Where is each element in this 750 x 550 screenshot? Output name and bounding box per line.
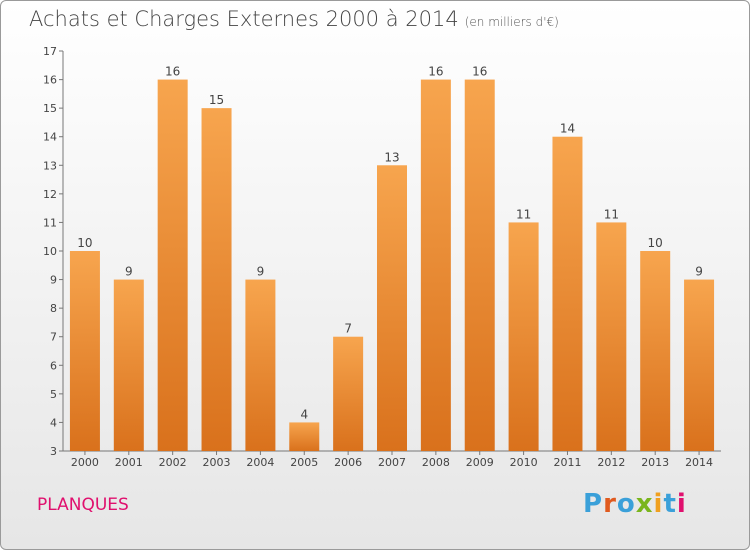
data-labels: 10 9 16 15 9 4 7 13 16 16 11 14 11 10 9 xyxy=(77,65,703,422)
data-label-2014: 9 xyxy=(695,265,703,279)
logo-letter: P xyxy=(583,489,604,519)
chart-unit: (en milliers d'€) xyxy=(464,15,559,29)
data-label-2009: 16 xyxy=(472,65,487,79)
logo-letter: o xyxy=(616,489,636,519)
y-tick-label: 13 xyxy=(43,159,57,172)
x-tick-label: 2005 xyxy=(290,456,318,469)
x-tick-label: 2014 xyxy=(685,456,713,469)
x-tick-label: 2004 xyxy=(246,456,274,469)
bar-2007 xyxy=(377,165,407,452)
y-tick-label: 11 xyxy=(43,216,57,229)
x-tick-label: 2007 xyxy=(378,456,406,469)
y-tick-label: 4 xyxy=(50,416,57,429)
data-label-2012: 11 xyxy=(604,207,619,221)
logo-letter: t xyxy=(663,489,677,519)
y-tick-label: 16 xyxy=(43,74,57,87)
data-label-2007: 13 xyxy=(384,150,399,164)
data-label-2013: 10 xyxy=(648,236,663,250)
y-tick-label: 12 xyxy=(43,188,57,201)
bar-2012 xyxy=(596,222,627,451)
x-tick-label: 2011 xyxy=(553,456,581,469)
data-label-2004: 9 xyxy=(257,265,265,279)
x-tick-label: 2001 xyxy=(115,456,143,469)
x-tick-label: 2008 xyxy=(422,456,450,469)
bar-2005 xyxy=(289,422,320,451)
location-name: PLANQUES xyxy=(37,495,129,515)
y-tick-label: 9 xyxy=(50,274,57,287)
logo-letter: i xyxy=(653,489,664,519)
y-tick-label: 10 xyxy=(43,245,57,258)
bar-2003 xyxy=(201,108,232,452)
bar-2004 xyxy=(245,279,276,451)
data-label-2000: 10 xyxy=(77,236,92,250)
data-label-2002: 16 xyxy=(165,65,180,79)
data-label-2001: 9 xyxy=(125,265,133,279)
data-label-2011: 14 xyxy=(560,122,575,136)
x-tick-label: 2010 xyxy=(510,456,538,469)
y-tick-label: 5 xyxy=(50,388,57,401)
chart-title-text: Achats et Charges Externes 2000 à 2014 xyxy=(29,7,459,31)
y-tick-label: 7 xyxy=(50,331,57,344)
bar-2009 xyxy=(464,79,495,452)
data-label-2003: 15 xyxy=(209,93,224,107)
y-tick-label: 3 xyxy=(50,445,57,458)
data-label-2006: 7 xyxy=(344,322,352,336)
bar-2013 xyxy=(640,251,671,451)
data-label-2008: 16 xyxy=(428,65,443,79)
proxiti-logo[interactable]: Proxiti xyxy=(583,489,687,519)
axes: 3 4 5 6 7 8 9 10 11 12 13 14 15 16 17 2000 2001 2002 2003 2… xyxy=(43,45,721,469)
x-tick-label: 2000 xyxy=(71,456,99,469)
bar-chart: 3 4 5 6 7 8 9 10 11 12 13 14 15 16 17 2000 2001 2002 2003 2… xyxy=(43,45,721,469)
y-tick-label: 8 xyxy=(50,302,57,315)
data-label-2010: 11 xyxy=(516,207,531,221)
chart-title: Achats et Charges Externes 2000 à 2014 (e… xyxy=(29,7,559,31)
y-tick-label: 6 xyxy=(50,359,57,372)
logo-letter: r xyxy=(603,489,617,519)
bar-2010 xyxy=(508,222,539,451)
y-tick-label: 17 xyxy=(43,45,57,58)
bar-2000 xyxy=(69,251,100,451)
logo-letter: i xyxy=(676,489,687,519)
bar-2006 xyxy=(333,336,364,451)
bar-2002 xyxy=(157,79,188,452)
y-tick-label: 14 xyxy=(43,131,57,144)
bar-2001 xyxy=(113,279,144,451)
x-tick-label: 2009 xyxy=(466,456,494,469)
x-tick-label: 2002 xyxy=(159,456,187,469)
bars xyxy=(69,79,715,452)
bar-2014 xyxy=(684,279,715,451)
y-tick-label: 15 xyxy=(43,102,57,115)
x-tick-label: 2003 xyxy=(203,456,231,469)
data-label-2005: 4 xyxy=(300,407,308,421)
x-tick-label: 2006 xyxy=(334,456,362,469)
logo-letter: x xyxy=(635,489,654,519)
bar-2011 xyxy=(552,136,583,451)
x-tick-label: 2013 xyxy=(641,456,669,469)
bar-2008 xyxy=(420,79,451,452)
x-tick-label: 2012 xyxy=(597,456,625,469)
